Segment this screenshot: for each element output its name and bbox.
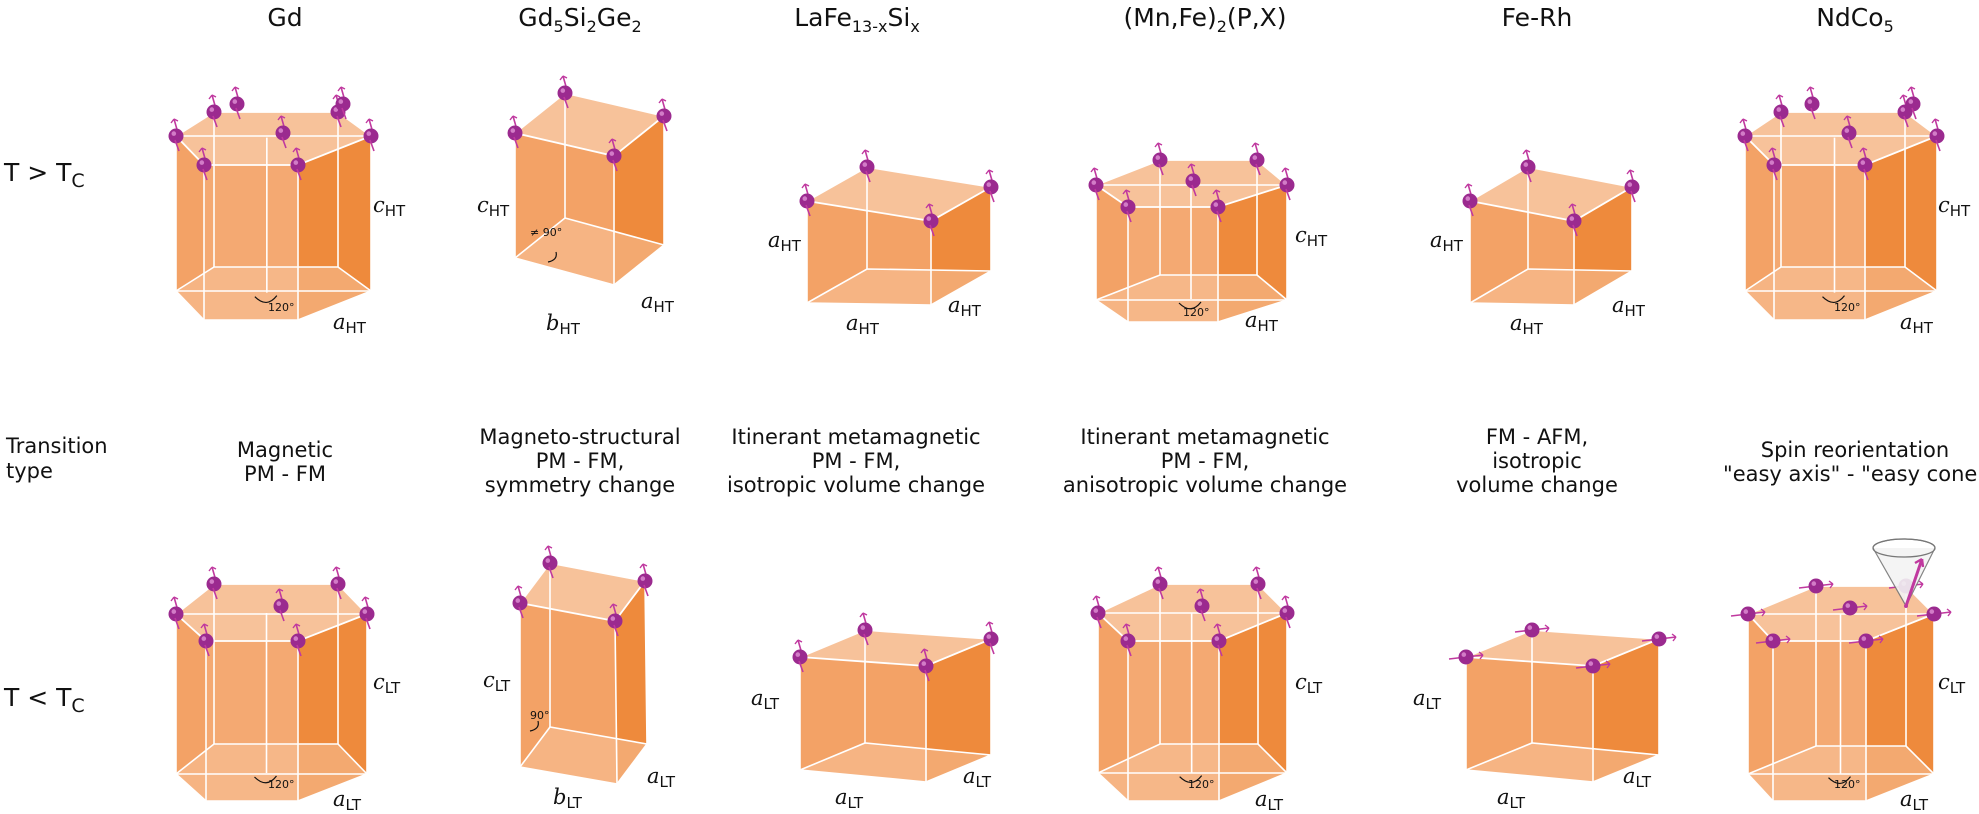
hex-cell-gd-low [167,566,376,802]
label-a-lt-la-bottom: aLT [835,785,863,812]
column-title-ndco5: NdCo5 [1816,3,1894,36]
label-a-lt-fe-left: aLT [1413,686,1441,713]
label-c-ht-mn: cHT [1295,223,1328,250]
column-title-lafesi: LaFe13-xSix [794,3,920,36]
column-title-mnfepx: (Mn,Fe)2(P,X) [1123,3,1287,36]
label-a-ht-fe-left: aHT [1430,228,1463,255]
label-a-lt-la-left: aLT [751,686,779,713]
label-c-lt-mn: cLT [1295,670,1323,697]
label-a-lt-fe-right: aLT [1623,764,1651,791]
hex-cell-ndco5-low [1730,577,1952,802]
label-a-ht-la-right: aHT [948,293,981,320]
label-c-ht-gdsi: cHT [477,193,510,220]
label-a-lt-gd: aLT [333,787,361,814]
easy-cone-icon [1872,538,1936,608]
label-a-ht-fe-right: aHT [1612,293,1645,320]
label-a-ht-gdsi: aHT [641,289,674,316]
hex-cell-ndco5-high [1736,86,1946,321]
cubic-cell-lafesi-high [798,149,1000,306]
angle-120-nd-high: 120° [1834,301,1861,314]
label-c-lt-nd: cLT [1938,670,1966,697]
row-label-low-temperature: T < TC [4,683,85,717]
mono-cell-gd5si2ge2-high [506,75,673,287]
transition-lafesi: Itinerant metamagnetic PM - FM, isotropi… [726,425,986,497]
label-a-lt-gdsi: aLT [647,764,675,791]
hex-cell-mnfepx-high [1087,142,1296,323]
label-a-ht-la-bottom: aHT [846,311,879,338]
hex-cell-gd-high [167,86,380,321]
label-a-ht-gd: aHT [333,310,366,337]
transition-gd: Magnetic PM - FM [236,438,334,486]
column-title-gd5si2ge2: Gd5Si2Ge2 [518,3,642,36]
label-a-lt-la-right: aLT [963,764,991,791]
angle-120-mn-low: 120° [1188,778,1215,791]
angle-120-nd-low: 120° [1834,778,1861,791]
transition-ndco5: Spin reorientation "easy axis" - "easy c… [1723,438,1979,486]
transition-ferh: FM - AFM, isotropic volume change [1456,425,1618,497]
hex-cell-mnfepx-low [1089,566,1296,802]
label-b-lt-gdsi: bLT [553,785,582,812]
label-c-lt-gd: cLT [373,670,401,697]
cubic-cell-lafesi-low [791,612,1000,783]
label-c-lt-gdsi: cLT [483,668,511,695]
label-a-ht-fe-bottom: aHT [1510,311,1543,338]
row-label-high-temperature: T > TC [4,158,85,192]
angle-120-gd-low: 120° [268,778,295,791]
transition-mnfepx: Itinerant metamagnetic PM - FM, anisotro… [1062,425,1348,497]
cubic-cell-ferh-low [1448,621,1677,783]
label-a-ht-la-left: aHT [768,228,801,255]
angle-not-90-gdsi: ≠ 90° [530,226,563,239]
label-a-ht-nd: aHT [1900,310,1933,337]
label-a-lt-mn: aLT [1255,787,1283,814]
label-a-lt-nd: aLT [1900,787,1928,814]
column-title-gd: Gd [267,3,303,32]
cubic-cell-ferh-high [1461,149,1641,306]
transition-gd5si2ge2: Magneto-structural PM - FM, symmetry cha… [479,425,681,497]
row-label-transition-type: Transition type [6,434,108,483]
label-b-ht-gdsi: bHT [546,311,580,338]
angle-120-mn-high: 120° [1183,306,1210,319]
angle-90-gdsi: 90° [530,709,550,722]
label-c-ht-nd: cHT [1938,193,1971,220]
label-a-lt-fe-bottom: aLT [1497,785,1525,812]
label-c-ht-gd: cHT [373,193,406,220]
ortho-cell-gd5si2ge2-low [511,545,654,785]
label-a-ht-mn: aHT [1245,308,1278,335]
angle-120-gd-high: 120° [268,301,295,314]
column-title-ferh: Fe-Rh [1501,3,1573,32]
